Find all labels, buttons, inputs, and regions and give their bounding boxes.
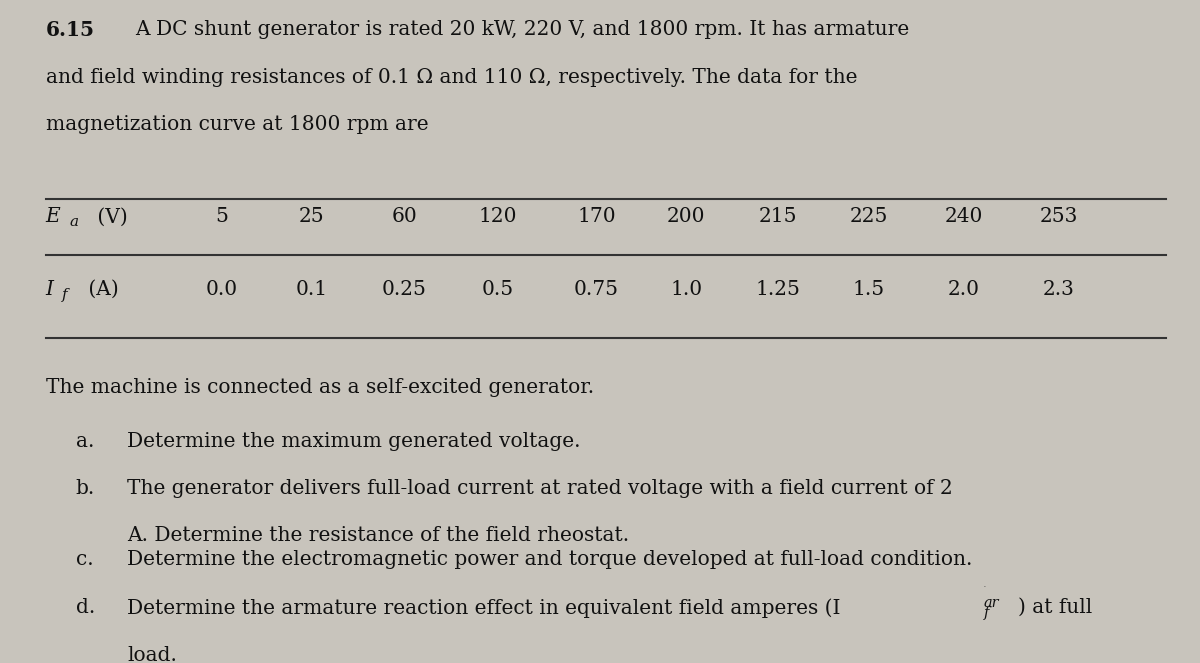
Text: 225: 225 bbox=[850, 208, 888, 226]
Text: and field winding resistances of 0.1 Ω and 110 Ω, respectively. The data for the: and field winding resistances of 0.1 Ω a… bbox=[46, 68, 857, 87]
Text: f: f bbox=[62, 288, 68, 302]
Text: magnetization curve at 1800 rpm are: magnetization curve at 1800 rpm are bbox=[46, 115, 428, 135]
Text: a: a bbox=[70, 215, 79, 229]
Text: 25: 25 bbox=[299, 208, 325, 226]
Text: 170: 170 bbox=[577, 208, 616, 226]
Text: 5: 5 bbox=[216, 208, 228, 226]
Text: Determine the maximum generated voltage.: Determine the maximum generated voltage. bbox=[127, 432, 581, 452]
Text: c.: c. bbox=[76, 550, 94, 570]
Text: 253: 253 bbox=[1039, 208, 1078, 226]
Text: 0.25: 0.25 bbox=[382, 280, 427, 299]
Text: 1.0: 1.0 bbox=[671, 280, 702, 299]
Text: (A): (A) bbox=[82, 280, 119, 299]
Text: b.: b. bbox=[76, 479, 95, 498]
Text: ) at full: ) at full bbox=[1018, 598, 1092, 617]
Text: 0.1: 0.1 bbox=[296, 280, 328, 299]
Text: A DC shunt generator is rated 20 kW, 220 V, and 1800 rpm. It has armature: A DC shunt generator is rated 20 kW, 220… bbox=[136, 20, 910, 39]
Text: a.: a. bbox=[76, 432, 94, 452]
Text: 2.0: 2.0 bbox=[948, 280, 979, 299]
Text: ar: ar bbox=[984, 585, 985, 587]
Text: 6.15: 6.15 bbox=[46, 20, 95, 40]
Text: A. Determine the resistance of the field rheostat.: A. Determine the resistance of the field… bbox=[127, 526, 629, 546]
Text: load.: load. bbox=[127, 646, 178, 663]
Text: 60: 60 bbox=[391, 208, 418, 226]
Text: 0.0: 0.0 bbox=[206, 280, 238, 299]
Text: 2.3: 2.3 bbox=[1043, 280, 1074, 299]
Text: Determine the electromagnetic power and torque developed at full-load condition.: Determine the electromagnetic power and … bbox=[127, 550, 972, 570]
Text: d.: d. bbox=[76, 598, 95, 617]
Text: 0.75: 0.75 bbox=[574, 280, 619, 299]
Text: The machine is connected as a self-excited generator.: The machine is connected as a self-excit… bbox=[46, 378, 594, 397]
Text: 120: 120 bbox=[479, 208, 517, 226]
Text: (V): (V) bbox=[91, 208, 128, 226]
Text: 240: 240 bbox=[944, 208, 983, 226]
Text: ar: ar bbox=[984, 596, 1000, 611]
Text: 1.25: 1.25 bbox=[755, 280, 800, 299]
Text: Determine the armature reaction effect in equivalent field amperes (I: Determine the armature reaction effect i… bbox=[127, 598, 841, 618]
Text: f: f bbox=[984, 605, 989, 620]
Text: 1.5: 1.5 bbox=[853, 280, 884, 299]
Text: 0.5: 0.5 bbox=[482, 280, 514, 299]
Text: The generator delivers full-load current at rated voltage with a field current o: The generator delivers full-load current… bbox=[127, 479, 953, 498]
Text: I: I bbox=[46, 280, 54, 299]
Text: 200: 200 bbox=[667, 208, 706, 226]
Text: E: E bbox=[46, 208, 60, 226]
Text: 215: 215 bbox=[758, 208, 797, 226]
